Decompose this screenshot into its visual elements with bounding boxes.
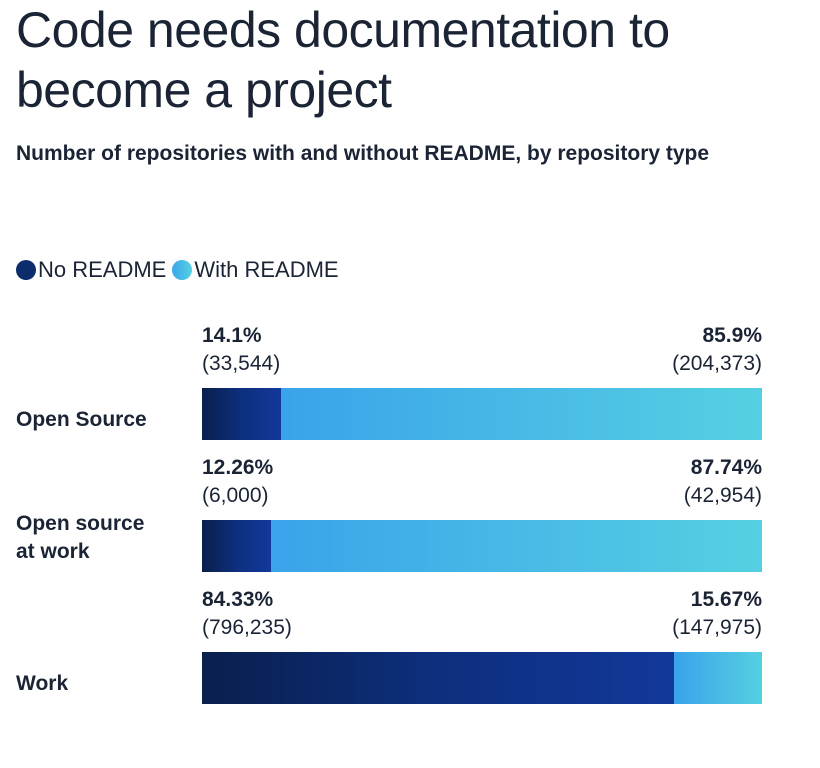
data-label-with-readme-count-work: (147,975): [672, 616, 762, 639]
bar-segment-with-readme-open-source-at-work: [271, 520, 762, 572]
bar-work: [202, 652, 762, 704]
category-label-work: Work: [16, 672, 69, 695]
legend-swatch-no-readme: [16, 260, 36, 280]
bar-segment-with-readme-work: [674, 652, 762, 704]
data-label-with-readme-percent-work: 15.67%: [690, 588, 762, 611]
data-label-no-readme-count-open-source-at-work: (6,000): [202, 484, 269, 507]
legend-item-with-readme: With README: [172, 257, 339, 283]
chart-title: Code needs documentation to become a pro…: [16, 2, 670, 118]
data-label-with-readme-percent-open-source: 85.9%: [702, 324, 762, 347]
legend: No README With README: [16, 256, 345, 284]
bar-open-source-at-work: [202, 520, 762, 572]
chart-subtitle: Number of repositories with and without …: [16, 142, 710, 165]
legend-label-no-readme: No README: [38, 257, 167, 282]
data-label-with-readme-percent-open-source-at-work: 87.74%: [690, 456, 762, 479]
data-label-no-readme-count-open-source: (33,544): [202, 352, 281, 375]
data-label-with-readme-count-open-source-at-work: (42,954): [683, 484, 762, 507]
data-label-no-readme-percent-work: 84.33%: [202, 588, 274, 611]
data-label-no-readme-percent-open-source: 14.1%: [202, 324, 262, 347]
data-label-with-readme-count-open-source: (204,373): [672, 352, 762, 375]
legend-swatch-with-readme: [172, 260, 193, 280]
legend-item-no-readme: No README: [16, 257, 166, 283]
bar-segment-no-readme-work: [202, 652, 674, 704]
data-label-no-readme-count-work: (796,235): [202, 616, 292, 639]
category-label-open-source: Open Source: [16, 408, 147, 431]
data-label-no-readme-percent-open-source-at-work: 12.26%: [202, 456, 274, 479]
bar-segment-with-readme-open-source: [281, 388, 762, 440]
bar-open-source: [202, 388, 762, 440]
bar-segment-no-readme-open-source: [202, 388, 281, 440]
category-label-open-source-at-work: Open source at work: [16, 512, 145, 563]
legend-label-with-readme: With README: [194, 257, 339, 282]
bar-segment-no-readme-open-source-at-work: [202, 520, 271, 572]
